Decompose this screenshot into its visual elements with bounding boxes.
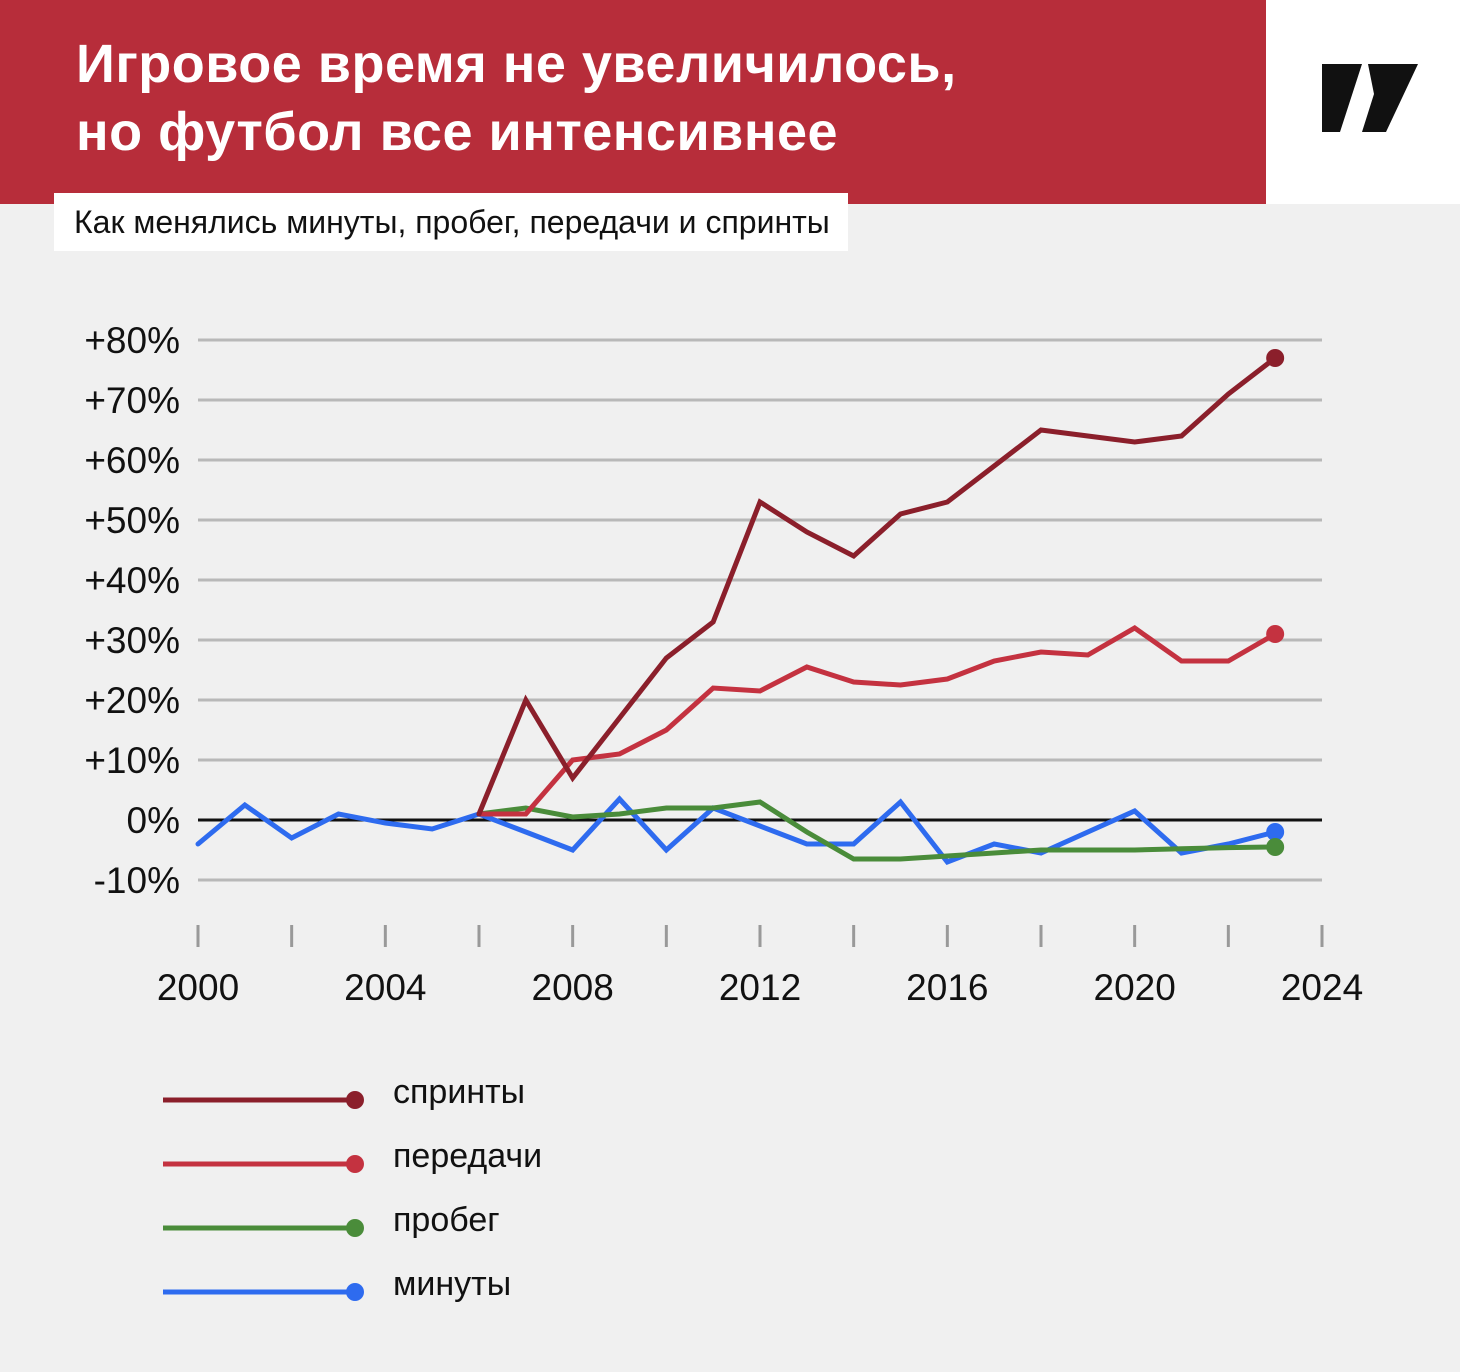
x-tick-label: 2004 — [344, 967, 426, 1008]
series-lines — [195, 349, 1285, 865]
series-end-marker — [1266, 838, 1285, 856]
x-tick-label: 2012 — [719, 967, 801, 1008]
x-tick-label: 2016 — [906, 967, 988, 1008]
y-tick-label: +10% — [84, 740, 180, 781]
series-line — [195, 795, 1278, 865]
series-end-marker — [1266, 349, 1285, 367]
y-tick-label: +60% — [84, 440, 180, 481]
x-axis: 2000 2004 2008 2012 2016 2020 2024 — [157, 925, 1363, 1008]
legend-swatch-marker — [346, 1283, 364, 1301]
series-end-marker — [1266, 625, 1285, 643]
series-line — [476, 625, 1278, 817]
y-axis: +80% +70% +60% +50% +40% +30% +20% +10% 0% -10% — [84, 320, 180, 901]
title-line-1: Игровое время не увеличилось, — [76, 34, 957, 94]
legend-label: минуты — [393, 1265, 511, 1303]
series-line — [476, 355, 1278, 817]
x-tick-label: 2020 — [1094, 967, 1176, 1008]
title-line-2: но футбол все интенсивнее — [76, 102, 839, 162]
publisher-logo-icon — [1322, 64, 1418, 132]
legend-swatch-marker — [346, 1155, 364, 1173]
legend-swatch-marker — [346, 1091, 364, 1109]
y-tick-label: +40% — [84, 560, 180, 601]
y-tick-label: -10% — [94, 860, 180, 901]
legend-swatch-marker — [346, 1219, 364, 1237]
series-line — [476, 799, 1278, 862]
x-tick-label: 2000 — [157, 967, 239, 1008]
gridlines — [198, 338, 1322, 882]
legend-label: пробег — [393, 1201, 500, 1239]
legend: спринты передачи пробег минуты — [163, 1073, 542, 1303]
logo — [1266, 0, 1460, 204]
legend-label: спринты — [393, 1073, 525, 1111]
y-tick-label: +20% — [84, 680, 180, 721]
header-banner: Игровое время не увеличилось, но футбол … — [0, 0, 1266, 204]
series-end-marker — [1266, 823, 1285, 841]
x-tick-label: 2024 — [1281, 967, 1363, 1008]
y-tick-label: +70% — [84, 380, 180, 421]
y-tick-label: +50% — [84, 500, 180, 541]
x-tick-label: 2008 — [532, 967, 614, 1008]
y-tick-label: +80% — [84, 320, 180, 361]
legend-label: передачи — [393, 1137, 542, 1175]
chart-title: Игровое время не увеличилось, но футбол … — [76, 30, 957, 166]
y-tick-label: 0% — [127, 800, 180, 841]
y-tick-label: +30% — [84, 620, 180, 661]
chart-subtitle: Как менялись минуты, пробег, передачи и … — [54, 193, 848, 251]
